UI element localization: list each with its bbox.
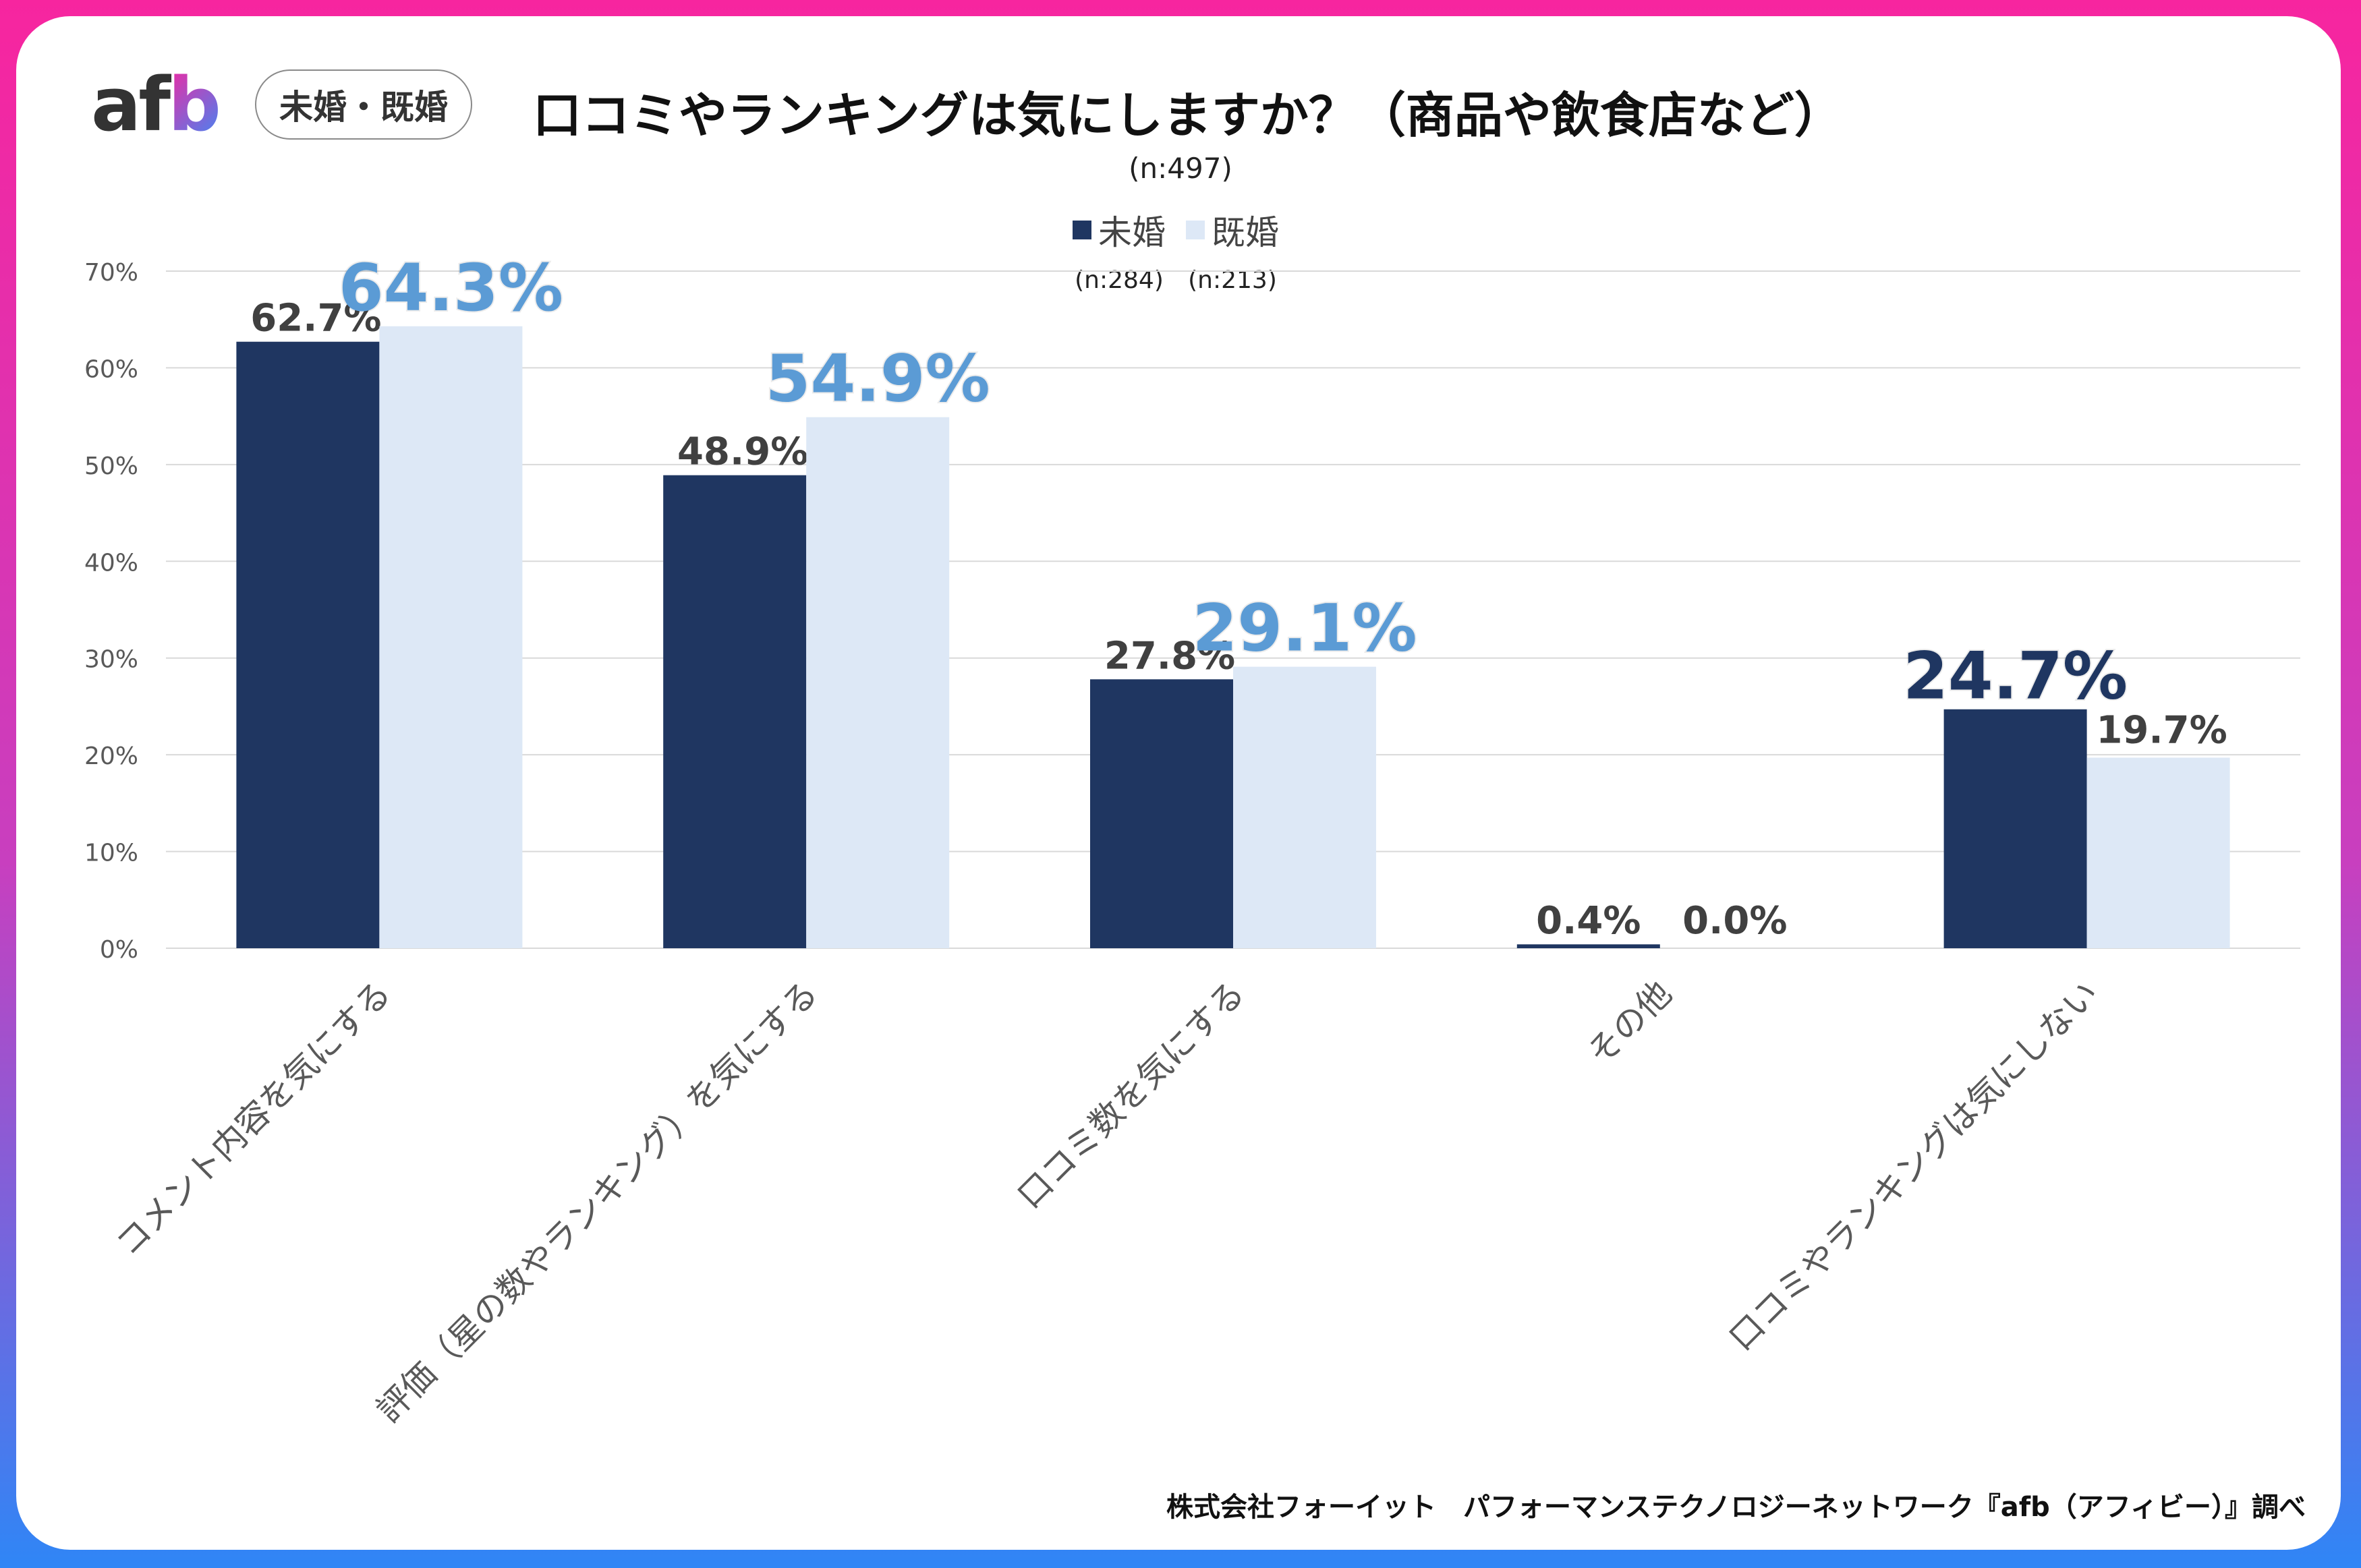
legend-label-unmarried: 未婚 (1098, 213, 1166, 252)
data-label: 62.7% (250, 297, 381, 341)
data-label: 19.7% (2096, 708, 2227, 752)
category-label: コメント内容を気にする (109, 973, 399, 1263)
data-label: 0.4% (1536, 899, 1641, 943)
segment-badge: 未婚・既婚 (255, 69, 472, 140)
y-tick-label: 30% (84, 646, 138, 674)
category-label: 口コミ数を気にする (1010, 973, 1253, 1216)
y-tick-label: 60% (84, 355, 138, 383)
bar-married (2086, 757, 2230, 948)
legend-label-married: 既婚 (1212, 213, 1279, 252)
bar-unmarried (663, 475, 807, 948)
legend-swatch-married (1186, 221, 1205, 239)
chart-title: 口コミやランキングは気にしますか？（商品や飲食店など） (533, 87, 1843, 144)
category-label: 評価（星の数やランキング）を気にする (369, 973, 826, 1430)
afb-logo: afb (91, 67, 221, 142)
data-label: 48.9% (677, 430, 808, 474)
bar-unmarried (236, 341, 380, 948)
category-label: その他 (1580, 973, 1679, 1072)
data-label: 54.9% (766, 341, 990, 417)
source-footer: 株式会社フォーイット パフォーマンステクノロジーネットワーク『afb（アフィビー… (1166, 1492, 2306, 1523)
y-tick-label: 0% (100, 936, 138, 964)
y-tick-label: 70% (84, 259, 138, 287)
data-label: 24.7% (1903, 639, 2128, 714)
bar-unmarried (1516, 944, 1660, 948)
bar-unmarried (1943, 709, 2087, 948)
category-label: 口コミやランキングは気にしない (1722, 973, 2106, 1358)
data-label: 0.0% (1682, 899, 1787, 943)
bar-unmarried (1090, 679, 1233, 948)
bar-married (379, 326, 523, 948)
y-tick-label: 10% (84, 840, 138, 867)
data-label: 27.8% (1104, 634, 1235, 678)
y-tick-label: 40% (84, 549, 138, 577)
data-label: 64.3% (339, 250, 563, 326)
y-tick-label: 20% (84, 743, 138, 770)
bar-married (1233, 666, 1376, 948)
bar-married (806, 417, 950, 948)
data-label: 29.1% (1192, 591, 1417, 666)
legend-swatch-unmarried (1073, 221, 1091, 239)
sample-size-total: (n:497) (1129, 152, 1232, 185)
logo-text-af: af (91, 61, 171, 148)
logo-text-b: b (168, 61, 221, 148)
y-tick-label: 50% (84, 453, 138, 480)
